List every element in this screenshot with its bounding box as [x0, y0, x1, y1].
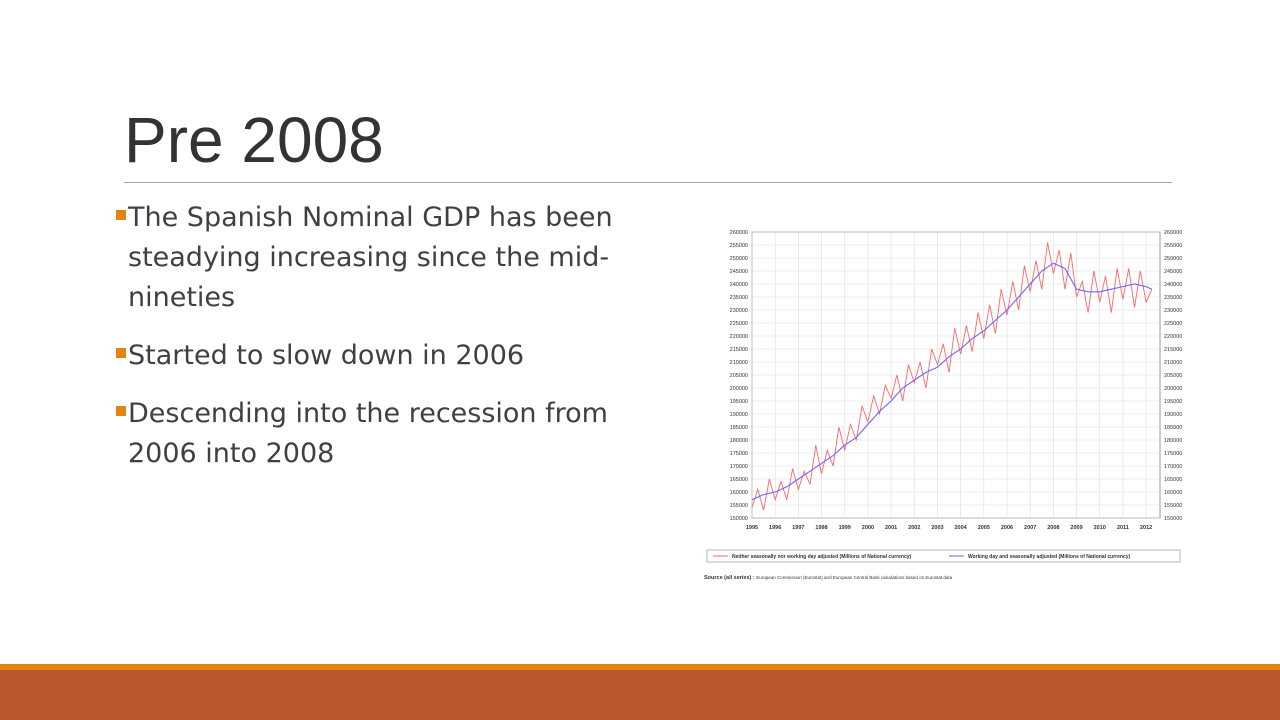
y-tick-label-right: 185000	[1164, 425, 1182, 431]
x-tick-label: 2003	[931, 525, 943, 531]
legend-label: Neither seasonally nor working day adjus…	[732, 554, 912, 560]
y-tick-label-left: 185000	[730, 425, 748, 431]
y-tick-label-right: 260000	[1164, 230, 1182, 236]
x-tick-label: 1996	[769, 525, 781, 531]
y-tick-label-right: 220000	[1164, 334, 1182, 340]
y-tick-label-right: 175000	[1164, 451, 1182, 457]
y-tick-label-left: 195000	[730, 399, 748, 405]
y-tick-label-left: 250000	[730, 256, 748, 262]
y-tick-label-right: 235000	[1164, 295, 1182, 301]
series-line	[751, 262, 1153, 501]
x-tick-label: 2005	[978, 525, 990, 531]
y-tick-label-right: 215000	[1164, 347, 1182, 353]
y-tick-label-right: 250000	[1164, 256, 1182, 262]
y-tick-label-right: 255000	[1164, 243, 1182, 249]
y-tick-label-right: 195000	[1164, 399, 1182, 405]
y-tick-label-left: 150000	[730, 516, 748, 522]
y-tick-label-left: 220000	[730, 334, 748, 340]
y-tick-label-left: 200000	[730, 386, 748, 392]
y-tick-label-left: 160000	[730, 490, 748, 496]
bullet-item: The Spanish Nominal GDP has been steadyi…	[116, 198, 676, 318]
x-tick-label: 2009	[1070, 525, 1082, 531]
x-tick-label: 2002	[908, 525, 920, 531]
square-bullet-icon	[116, 210, 126, 220]
y-tick-label-left: 225000	[730, 321, 748, 327]
series-line	[751, 242, 1153, 511]
footer-accent-line	[0, 664, 1280, 670]
bullet-text: Started to slow down in 2006	[128, 340, 525, 371]
y-tick-label-left: 210000	[730, 360, 748, 366]
square-bullet-icon	[116, 406, 126, 416]
x-tick-label: 2007	[1024, 525, 1036, 531]
x-tick-label: 1995	[746, 525, 758, 531]
square-bullet-icon	[116, 348, 126, 358]
y-tick-label-left: 175000	[730, 451, 748, 457]
x-tick-label: 1997	[792, 525, 804, 531]
bullet-text: The Spanish Nominal GDP has been steadyi…	[128, 202, 613, 313]
y-tick-label-right: 225000	[1164, 321, 1182, 327]
y-tick-label-right: 155000	[1164, 503, 1182, 509]
x-tick-label: 2006	[1001, 525, 1013, 531]
chart-source-text: European Commission (Eurostat) and Europ…	[756, 575, 952, 580]
y-tick-label-right: 150000	[1164, 516, 1182, 522]
y-tick-label-right: 165000	[1164, 477, 1182, 483]
slide-title: Pre 2008	[124, 104, 384, 176]
x-tick-label: 2010	[1094, 525, 1106, 531]
y-tick-label-left: 260000	[730, 230, 748, 236]
y-tick-label-left: 235000	[730, 295, 748, 301]
gdp-chart-svg: 150000 150000 155000 155000 160000 160000 1650…	[704, 230, 1182, 581]
y-tick-label-right: 245000	[1164, 269, 1182, 275]
y-tick-label-right: 230000	[1164, 308, 1182, 314]
chart-source-label: Source (all series) :	[704, 575, 756, 581]
y-tick-label-left: 190000	[730, 412, 748, 418]
y-tick-label-right: 240000	[1164, 282, 1182, 288]
x-tick-label: 2001	[885, 525, 897, 531]
y-tick-label-left: 180000	[730, 438, 748, 444]
x-tick-label: 2008	[1047, 525, 1059, 531]
legend-label: Working day and seasonally adjusted (Mil…	[968, 554, 1130, 560]
x-tick-label: 2012	[1140, 525, 1152, 531]
y-tick-label-right: 170000	[1164, 464, 1182, 470]
bullet-item: Started to slow down in 2006	[116, 336, 676, 376]
bullet-item: Descending into the recession from 2006 …	[116, 394, 676, 474]
y-tick-label-right: 200000	[1164, 386, 1182, 392]
x-tick-label: 2004	[955, 525, 968, 531]
y-tick-label-right: 205000	[1164, 373, 1182, 379]
y-tick-label-right: 160000	[1164, 490, 1182, 496]
x-tick-label: 1998	[815, 525, 827, 531]
y-tick-label-left: 240000	[730, 282, 748, 288]
legend-box	[706, 549, 1181, 563]
y-tick-label-left: 255000	[730, 243, 748, 249]
y-tick-label-left: 245000	[730, 269, 748, 275]
y-tick-label-left: 165000	[730, 477, 748, 483]
y-tick-label-left: 205000	[730, 373, 748, 379]
x-tick-label: 1999	[839, 525, 851, 531]
y-tick-label-left: 230000	[730, 308, 748, 314]
y-tick-label-left: 155000	[730, 503, 748, 509]
y-tick-label-left: 170000	[730, 464, 748, 470]
footer-bar	[0, 670, 1280, 720]
y-tick-label-right: 180000	[1164, 438, 1182, 444]
y-tick-label-right: 190000	[1164, 412, 1182, 418]
y-tick-label-left: 215000	[730, 347, 748, 353]
chart-source: Source (all series) : European Commissio…	[704, 575, 953, 581]
x-tick-label: 2000	[862, 525, 874, 531]
bullet-text: Descending into the recession from 2006 …	[128, 398, 608, 469]
gdp-chart: 150000 150000 155000 155000 160000 160000 1650…	[690, 220, 1190, 600]
title-divider	[124, 182, 1172, 183]
y-tick-label-right: 210000	[1164, 360, 1182, 366]
x-tick-label: 2011	[1117, 525, 1129, 531]
bullet-list: The Spanish Nominal GDP has been steadyi…	[116, 198, 676, 492]
